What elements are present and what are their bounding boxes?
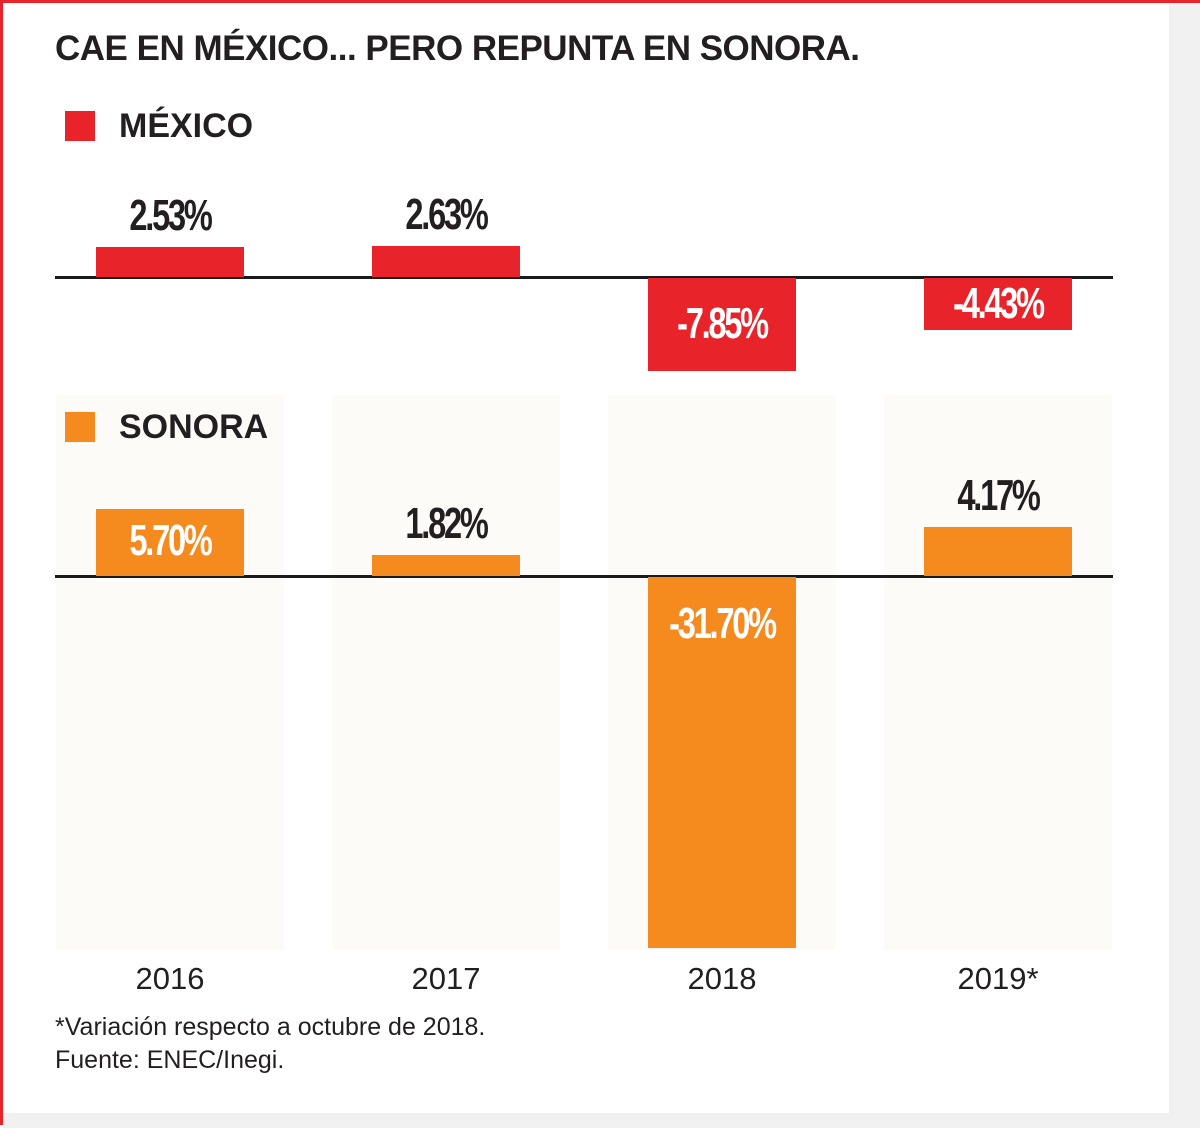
legend-swatch-mexico (65, 111, 95, 141)
column-background (56, 395, 284, 950)
x-tick-label-2016: 2016 (135, 961, 205, 996)
data-label-sonora-2016: 5.70% (129, 515, 212, 565)
bar-mexico-2017 (372, 245, 520, 277)
data-label-mexico-2016: 2.53% (129, 191, 212, 241)
data-label-sonora-2017: 1.82% (405, 498, 488, 548)
bar-mexico-2019 (924, 278, 1072, 331)
x-tick-label-2018: 2018 (687, 961, 757, 996)
data-label-sonora-2018: -31.70% (669, 599, 777, 648)
data-label-mexico-2019: -4.43% (953, 279, 1045, 329)
column-background (332, 395, 560, 950)
x-tick-label-2017: 2017 (411, 961, 481, 996)
bar-sonora-2018 (648, 577, 796, 948)
chart-title: CAE EN MÉXICO... PERO REPUNTA EN SONORA. (55, 29, 860, 68)
zero-axis-sonora (55, 575, 1113, 578)
bar-mexico-2016 (96, 247, 244, 277)
data-label-mexico-2017: 2.63% (405, 189, 488, 239)
legend-swatch-sonora (65, 412, 95, 442)
legend-label-mexico: MÉXICO (119, 107, 254, 145)
right-margin-strip (1169, 3, 1200, 1128)
bottom-margin-strip (3, 1113, 1200, 1128)
legend-label-sonora: SONORA (119, 408, 269, 446)
zero-axis-mexico (55, 276, 1113, 279)
bar-sonora-2019 (924, 527, 1072, 576)
bar-sonora-2017 (372, 554, 520, 576)
x-tick-label-2019: 2019* (957, 961, 1039, 996)
column-background (884, 395, 1112, 950)
data-label-sonora-2019: 4.17% (957, 471, 1040, 521)
bar-sonora-2016 (96, 509, 244, 576)
source-note: Fuente: ENEC/Inegi. (55, 1046, 285, 1074)
footnote: *Variación respecto a octubre de 2018. (55, 1013, 486, 1041)
bar-mexico-2018 (648, 278, 796, 371)
data-label-mexico-2018: -7.85% (677, 299, 769, 349)
